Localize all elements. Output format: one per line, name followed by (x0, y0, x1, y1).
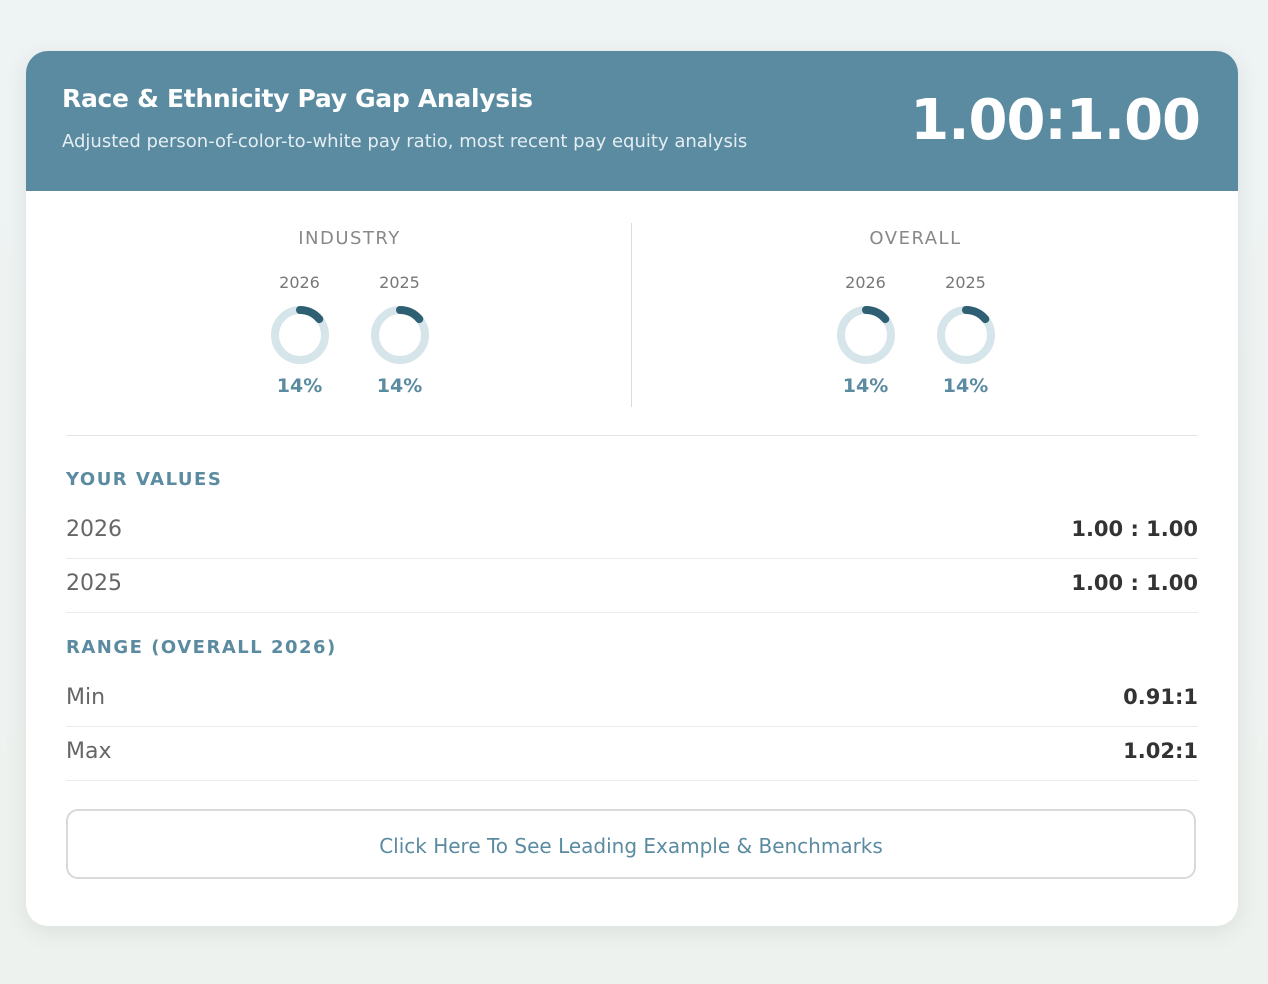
donut-year: 2025 (379, 273, 420, 292)
donut-year: 2026 (279, 273, 320, 292)
card-subtitle: Adjusted person-of-color-to-white pay ra… (62, 131, 748, 152)
overall-label: OVERALL (869, 228, 962, 249)
range-title: RANGE (OVERALL 2026) (66, 637, 337, 658)
benchmark-divider (631, 223, 632, 407)
industry-donuts: 2026 14% 2025 14% (66, 271, 633, 397)
industry-label: INDUSTRY (298, 228, 401, 249)
value-row-2025: 2025 1.00 : 1.00 (66, 559, 1198, 613)
donut-percent: 14% (942, 375, 989, 397)
industry-donut-2026: 2026 14% (270, 271, 330, 397)
row-value: 1.00 : 1.00 (1071, 571, 1198, 595)
value-row-2026: 2026 1.00 : 1.00 (66, 505, 1198, 559)
donut-chart (370, 306, 429, 364)
row-label: Max (66, 739, 112, 764)
range-row-min: Min 0.91:1 (66, 673, 1198, 727)
industry-donut-2025: 2025 14% (370, 271, 430, 397)
donut-arc (836, 306, 895, 364)
pay-gap-card: Race & Ethnicity Pay Gap Analysis Adjust… (26, 51, 1238, 926)
donut-percent: 14% (842, 375, 889, 397)
row-label: 2026 (66, 517, 122, 542)
row-label: 2025 (66, 571, 122, 596)
overall-donut-2025: 2025 14% (936, 271, 996, 397)
donut-arc (936, 306, 995, 364)
donut-chart (270, 306, 329, 364)
industry-benchmark: INDUSTRY 2026 14% 2025 14% (66, 223, 633, 407)
row-value: 1.00 : 1.00 (1071, 517, 1198, 541)
range-row-max: Max 1.02:1 (66, 727, 1198, 781)
card-title: Race & Ethnicity Pay Gap Analysis (62, 84, 533, 113)
overall-donut-2026: 2026 14% (836, 271, 896, 397)
headline-ratio: 1.00:1.00 (910, 88, 1201, 153)
card-header: Race & Ethnicity Pay Gap Analysis Adjust… (26, 51, 1238, 191)
row-label: Min (66, 685, 106, 710)
donut-arc (270, 306, 329, 364)
row-value: 0.91:1 (1123, 685, 1198, 709)
overall-donuts: 2026 14% 2025 14% (632, 271, 1199, 397)
donut-year: 2025 (945, 273, 986, 292)
donut-year: 2026 (845, 273, 886, 292)
section-divider (66, 435, 1198, 436)
donut-percent: 14% (376, 375, 423, 397)
donut-chart (836, 306, 895, 364)
row-value: 1.02:1 (1123, 739, 1198, 763)
benchmarks-button[interactable]: Click Here To See Leading Example & Benc… (66, 809, 1196, 879)
donut-chart (936, 306, 995, 364)
donut-arc (370, 306, 429, 364)
overall-benchmark: OVERALL 2026 14% 2025 14% (632, 223, 1199, 407)
donut-percent: 14% (276, 375, 323, 397)
your-values-title: YOUR VALUES (66, 469, 223, 490)
